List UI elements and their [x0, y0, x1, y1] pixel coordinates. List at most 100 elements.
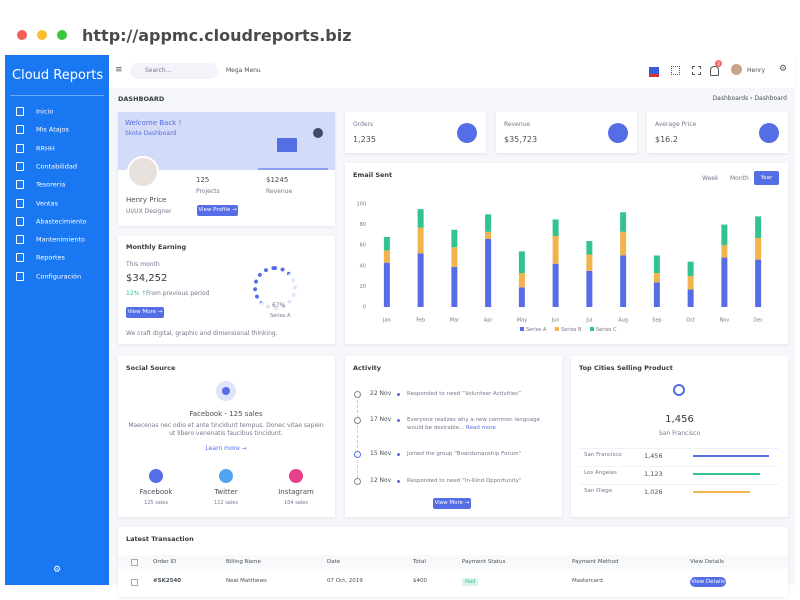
activity-date: 22 Nov — [370, 390, 392, 397]
settings-icon[interactable]: ⚙ — [53, 565, 62, 575]
y-tick-label: 0 — [363, 305, 366, 311]
bar-segment — [485, 214, 492, 232]
bar-segment — [687, 276, 694, 290]
bar-segment — [451, 266, 458, 307]
x-tick-label: Nov — [719, 318, 729, 324]
crumb[interactable]: Dashboards — [712, 95, 749, 102]
checkbox[interactable] — [131, 559, 138, 566]
row-divider — [579, 448, 779, 449]
menu-item[interactable]: Inicio — [16, 107, 53, 116]
view-details-button[interactable]: View Details — [690, 577, 726, 587]
social-text: Maecenas nec odio et ante tincidunt temp… — [128, 422, 324, 437]
card-title: Activity — [353, 364, 382, 372]
bar-segment — [620, 212, 627, 232]
maximize-dot[interactable] — [57, 30, 67, 40]
close-dot[interactable] — [17, 30, 27, 40]
fullscreen-icon[interactable] — [692, 66, 701, 75]
bar-segment — [755, 259, 762, 307]
legend-label: Series A — [526, 327, 547, 333]
stat-icon — [457, 123, 477, 143]
menu-item[interactable]: Abastecimiento — [16, 217, 87, 226]
avatar[interactable] — [731, 64, 742, 75]
menu-item[interactable]: Mantenimiento — [16, 235, 85, 244]
menu-item[interactable]: Contabilidad — [16, 162, 77, 171]
bell-icon[interactable] — [710, 66, 719, 76]
table-header — [118, 555, 788, 569]
menu-item[interactable]: Ventas — [16, 199, 58, 208]
cities-card — [571, 356, 788, 517]
user-name[interactable]: Henry — [747, 67, 766, 74]
stat-label: Average Price — [655, 121, 697, 128]
table-header-cell: Payment Method — [572, 559, 619, 565]
activity-card — [345, 356, 562, 517]
view-more-button[interactable]: View More → — [126, 307, 164, 318]
bar-segment — [485, 239, 492, 307]
tab[interactable]: Month — [730, 175, 749, 182]
earning-value: $34,252 — [126, 273, 168, 284]
revenue-label: Revenue — [266, 188, 293, 195]
table-header-cell: Billing Name — [226, 559, 261, 565]
tab-active[interactable]: Year — [754, 171, 779, 185]
gauge — [253, 266, 297, 310]
checkbox[interactable] — [131, 579, 138, 586]
stat-label: Orders — [353, 121, 374, 128]
y-tick-label: 80 — [360, 222, 366, 228]
row-divider — [579, 484, 779, 485]
activity-date: 17 Nov — [370, 416, 392, 423]
projects-count: 125 — [196, 176, 210, 184]
activity-bullet — [397, 453, 400, 456]
bar-segment — [687, 289, 694, 307]
activity-text: Responded to need “In-Kind Opportunity” — [407, 478, 522, 484]
view-profile-button[interactable]: View Profile → — [197, 205, 238, 216]
x-tick-label: Jan — [382, 318, 391, 324]
bar-segment — [552, 235, 559, 264]
mega-menu[interactable]: Mega Menu — [226, 67, 261, 74]
url[interactable]: http://appmc.cloudreports.biz — [82, 26, 352, 45]
divider — [10, 95, 104, 96]
search-box[interactable] — [130, 63, 218, 79]
earning-note: We craft digital, graphic and dimensiona… — [126, 330, 278, 337]
city-value: 1,456 — [665, 414, 694, 425]
settings-icon[interactable]: ⚙ — [779, 64, 788, 74]
x-tick-label: Sep — [652, 318, 661, 324]
activity-date: 12 Nov — [370, 477, 392, 484]
read-more[interactable]: Read more — [466, 425, 496, 431]
social-icon — [149, 469, 163, 483]
menu-item[interactable]: Tesoreria — [16, 180, 65, 189]
menu-toggle[interactable]: ≡ — [115, 65, 123, 75]
stat-label: Revenue — [504, 121, 531, 128]
learn-more[interactable]: Learn more → — [205, 445, 247, 452]
bar-segment — [755, 216, 762, 238]
x-tick-label: Feb — [416, 318, 425, 324]
city-row-name: Los Angeles — [584, 470, 617, 476]
progress-bar — [693, 491, 750, 493]
x-tick-label: Aug — [618, 318, 628, 324]
tab[interactable]: Week — [702, 175, 719, 182]
activity-bullet — [397, 393, 400, 396]
menu-item[interactable]: Reportes — [16, 253, 65, 262]
flag[interactable] — [649, 67, 659, 77]
bar-segment — [721, 257, 728, 307]
activity-date: 15 Nov — [370, 450, 392, 457]
menu-item[interactable]: Configuración — [16, 272, 81, 281]
welcome-title: Welcome Back ! — [125, 119, 182, 127]
gauge-label: Series A — [270, 313, 291, 319]
badge: 3 — [715, 60, 722, 67]
view-more-button[interactable]: View More → — [433, 498, 471, 509]
bar-segment — [653, 282, 660, 307]
bar-segment — [620, 255, 627, 307]
table-cell: #SK2540 — [153, 578, 182, 584]
bar-segment — [586, 241, 593, 255]
activity-text: Everyone realizes why a new common langu… — [407, 416, 547, 432]
city-row-name: San Diego — [584, 488, 613, 494]
y-tick-label: 60 — [360, 243, 366, 249]
legend-swatch — [590, 327, 594, 331]
apps-icon[interactable] — [671, 66, 680, 75]
city-name: San Francisco — [658, 430, 701, 437]
menu-item[interactable]: RRHH — [16, 144, 55, 153]
card-title: Monthly Earning — [126, 243, 187, 251]
social-icon — [219, 469, 233, 483]
progress-bar — [693, 455, 769, 457]
minimize-dot[interactable] — [37, 30, 47, 40]
menu-item[interactable]: Mis Atajos — [16, 125, 69, 134]
